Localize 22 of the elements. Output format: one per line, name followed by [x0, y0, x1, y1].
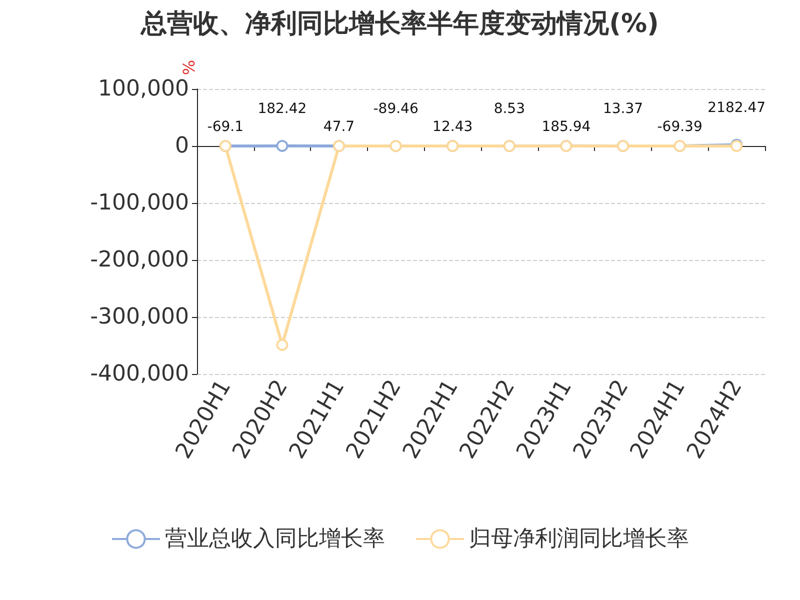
- y-tick-label: -100,000: [90, 190, 189, 216]
- data-label: 47.7: [323, 118, 355, 135]
- data-label: -69.1: [207, 119, 244, 136]
- legend-label: 归母净利润同比增长率: [469, 526, 689, 552]
- data-label: 12.43: [432, 118, 473, 135]
- data-label: -89.46: [373, 101, 418, 118]
- data-label: 185.94: [542, 118, 591, 135]
- y-tick-label: 0: [175, 134, 189, 158]
- y-tick-label: 100,000: [98, 76, 189, 102]
- data-label: 13.37: [602, 100, 644, 117]
- y-axis-title: %: [180, 60, 198, 76]
- data-label: 2182.47: [708, 100, 766, 116]
- data-label: -69.39: [657, 119, 702, 136]
- y-tick-label: -400,000: [90, 362, 189, 386]
- data-label: 182.42: [258, 100, 307, 117]
- y-tick-label: -300,000: [90, 304, 189, 330]
- data-label: 8.53: [494, 100, 525, 117]
- chart-title: 总营收、净利同比增长率半年度变动情况(%): [140, 9, 659, 39]
- point: [276, 140, 288, 152]
- y-tick-label: -200,000: [90, 248, 189, 272]
- point: [276, 338, 288, 351]
- legend-label: 营业总收入同比增长率: [165, 526, 385, 552]
